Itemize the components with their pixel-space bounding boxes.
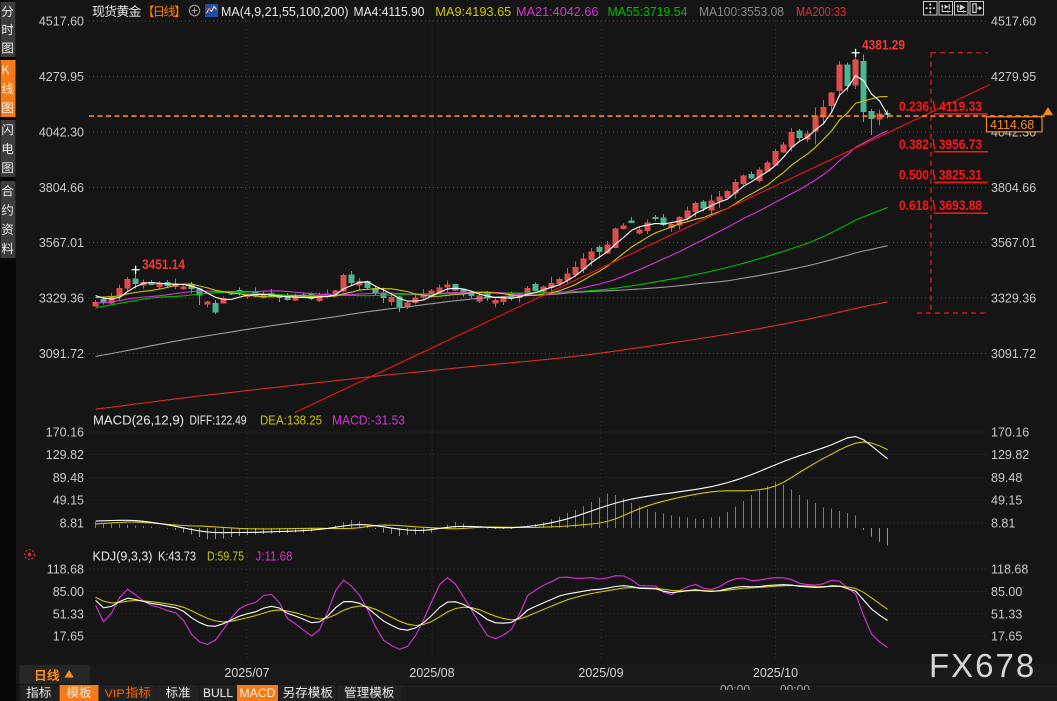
svg-text:KDJ(9,3,3): KDJ(9,3,3) bbox=[93, 549, 153, 564]
svg-text:17.65: 17.65 bbox=[53, 630, 84, 644]
svg-text:MA200:33: MA200:33 bbox=[796, 4, 846, 19]
svg-text:VIP: VIP bbox=[105, 688, 125, 700]
svg-text:2025/09: 2025/09 bbox=[578, 666, 623, 680]
svg-text:89.48: 89.48 bbox=[991, 471, 1022, 485]
svg-text:3567.01: 3567.01 bbox=[39, 236, 84, 250]
svg-text:MACD: MACD bbox=[240, 688, 276, 700]
svg-text:2025/08: 2025/08 bbox=[409, 666, 454, 680]
svg-text:MA55:3719.54: MA55:3719.54 bbox=[608, 4, 688, 19]
svg-text:49.15: 49.15 bbox=[991, 494, 1022, 508]
svg-text:K:43.73: K:43.73 bbox=[158, 549, 196, 564]
svg-text:85.00: 85.00 bbox=[53, 585, 84, 599]
svg-text:4517.60: 4517.60 bbox=[39, 15, 84, 29]
svg-text:3329.36: 3329.36 bbox=[39, 292, 84, 306]
svg-text:BULL: BULL bbox=[203, 688, 234, 700]
svg-text:MACD(26,12,9): MACD(26,12,9) bbox=[93, 413, 184, 428]
svg-text:3091.72: 3091.72 bbox=[39, 347, 84, 361]
svg-text:0.382 \ 3956.73: 0.382 \ 3956.73 bbox=[899, 137, 982, 152]
svg-text:3804.66: 3804.66 bbox=[991, 181, 1036, 195]
svg-text:3451.14: 3451.14 bbox=[142, 257, 185, 272]
svg-text:4042.30: 4042.30 bbox=[39, 125, 84, 139]
svg-text:3091.72: 3091.72 bbox=[991, 347, 1036, 361]
svg-text:3804.66: 3804.66 bbox=[39, 181, 84, 195]
svg-text:MA4:4115.90: MA4:4115.90 bbox=[354, 4, 425, 19]
svg-text:4279.95: 4279.95 bbox=[991, 70, 1036, 84]
svg-text:4279.95: 4279.95 bbox=[39, 70, 84, 84]
svg-text:0.236 \ 4119.33: 0.236 \ 4119.33 bbox=[899, 99, 982, 114]
svg-text:51.33: 51.33 bbox=[991, 607, 1022, 621]
svg-text:2025/07: 2025/07 bbox=[224, 666, 269, 680]
svg-text:118.68: 118.68 bbox=[991, 562, 1028, 576]
svg-text:85.00: 85.00 bbox=[991, 585, 1022, 599]
svg-text:118.68: 118.68 bbox=[47, 562, 84, 576]
svg-text:D:59.75: D:59.75 bbox=[207, 549, 244, 564]
svg-text:170.16: 170.16 bbox=[991, 425, 1029, 439]
svg-text:17.65: 17.65 bbox=[991, 630, 1022, 644]
svg-text:FX678: FX678 bbox=[929, 647, 1036, 684]
svg-text:0.500 \ 3825.31: 0.500 \ 3825.31 bbox=[899, 167, 982, 182]
svg-text:3329.36: 3329.36 bbox=[991, 292, 1036, 306]
svg-text:4517.60: 4517.60 bbox=[991, 15, 1036, 29]
svg-text:49.15: 49.15 bbox=[53, 494, 84, 508]
svg-text:129.82: 129.82 bbox=[46, 448, 84, 462]
svg-text:8.81: 8.81 bbox=[991, 516, 1015, 530]
svg-text:MA9:4193.65: MA9:4193.65 bbox=[435, 4, 511, 19]
svg-text:4381.29: 4381.29 bbox=[862, 38, 905, 53]
svg-text:DEA:138.25: DEA:138.25 bbox=[260, 413, 322, 428]
svg-text:51.33: 51.33 bbox=[53, 607, 84, 621]
svg-text:8.81: 8.81 bbox=[60, 516, 84, 530]
svg-text:MA100:3553.08: MA100:3553.08 bbox=[699, 4, 784, 19]
svg-text:89.48: 89.48 bbox=[53, 471, 84, 485]
svg-text:MA21:4042.66: MA21:4042.66 bbox=[516, 4, 599, 19]
svg-text:129.82: 129.82 bbox=[991, 448, 1029, 462]
svg-text:170.16: 170.16 bbox=[46, 425, 84, 439]
svg-text:4114.68: 4114.68 bbox=[990, 118, 1034, 132]
svg-text:2025/10: 2025/10 bbox=[753, 666, 798, 680]
svg-text:MA(4,9,21,55,100,200): MA(4,9,21,55,100,200) bbox=[221, 4, 349, 19]
svg-text:DIFF:122.49: DIFF:122.49 bbox=[190, 413, 247, 428]
svg-text:J:11.68: J:11.68 bbox=[256, 549, 293, 564]
svg-text:0.618 \ 3693.88: 0.618 \ 3693.88 bbox=[899, 198, 982, 213]
svg-text:3567.01: 3567.01 bbox=[991, 236, 1036, 250]
svg-text:MACD:-31.53: MACD:-31.53 bbox=[332, 413, 405, 428]
